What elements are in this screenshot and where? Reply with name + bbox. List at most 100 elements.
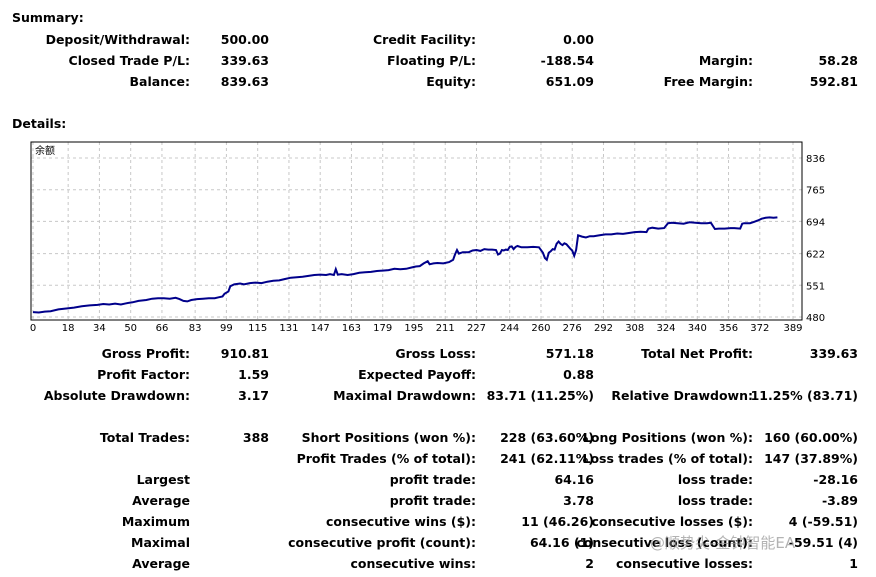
largest-loss-label: loss trade: — [677, 472, 753, 487]
x-tick-label: 163 — [342, 323, 361, 334]
relative-drawdown-value: 11.25% (83.71) — [750, 388, 858, 403]
x-tick-label: 131 — [279, 323, 298, 334]
loss-trades-label: Loss trades (% of total): — [582, 451, 753, 466]
x-tick-label: 147 — [311, 323, 330, 334]
gross-loss-value: 571.18 — [545, 346, 594, 361]
x-tick-label: 324 — [656, 323, 675, 334]
maximal-profit-value: 64.16 (1) — [529, 535, 594, 550]
balance-chart: 余额 0 18 34 50 66 83 99 115 131 147 163 179 195 211 227… — [30, 141, 825, 334]
x-tick-label: 99 — [220, 323, 233, 334]
chart-frame — [30, 141, 803, 321]
maximal-label: Maximal — [131, 535, 190, 550]
maximal-profit-label: consecutive profit (count): — [288, 535, 476, 550]
equity-label: Equity: — [426, 74, 476, 89]
average-profit-value: 3.78 — [563, 493, 594, 508]
avg-consecutive-losses-label: consecutive losses: — [615, 556, 753, 571]
gross-profit-label: Gross Profit: — [101, 346, 190, 361]
average-profit-label: profit trade: — [389, 493, 476, 508]
max-consecutive-wins-value: 11 (46.26) — [521, 514, 594, 529]
equity-value: 651.09 — [545, 74, 594, 89]
balance-value: 839.63 — [220, 74, 269, 89]
profit-trades-value: 241 (62.11%) — [500, 451, 594, 466]
x-tick-label: 372 — [750, 323, 769, 334]
free-margin-value: 592.81 — [809, 74, 858, 89]
summary-heading: Summary: — [12, 10, 84, 25]
x-tick-label: 0 — [30, 323, 36, 334]
total-trades-label: Total Trades: — [99, 430, 190, 445]
x-tick-label: 34 — [93, 323, 106, 334]
balance-label: Balance: — [129, 74, 190, 89]
x-tick-label: 356 — [719, 323, 738, 334]
average-loss-label: loss trade: — [677, 493, 753, 508]
profit-trades-label: Profit Trades (% of total): — [296, 451, 476, 466]
max-consecutive-losses-value: 4 (-59.51) — [788, 514, 858, 529]
largest-loss-value: -28.16 — [813, 472, 858, 487]
watermark: @顺势尖-金钟智能EA — [650, 534, 796, 552]
x-tick-label: 50 — [124, 323, 137, 334]
max-consecutive-losses-label: consecutive losses ($): — [591, 514, 753, 529]
credit-value: 0.00 — [563, 32, 594, 47]
x-tick-label: 340 — [688, 323, 707, 334]
floating-value: -188.54 — [540, 53, 594, 68]
x-tick-label: 195 — [404, 323, 423, 334]
short-positions-label: Short Positions (won %): — [301, 430, 476, 445]
balance-series-line — [32, 216, 778, 314]
deposit-label: Deposit/Withdrawal: — [45, 32, 190, 47]
closed-trade-label: Closed Trade P/L: — [68, 53, 190, 68]
maximal-drawdown-value: 83.71 (11.25%) — [486, 388, 594, 403]
largest-label: Largest — [136, 472, 190, 487]
expected-payoff-value: 0.88 — [563, 367, 594, 382]
x-tick-label: 260 — [531, 323, 550, 334]
free-margin-label: Free Margin: — [663, 74, 753, 89]
absolute-drawdown-value: 3.17 — [238, 388, 269, 403]
relative-drawdown-label: Relative Drawdown: — [611, 388, 753, 403]
long-positions-value: 160 (60.00%) — [764, 430, 858, 445]
y-tick-label: 836 — [806, 154, 825, 165]
largest-profit-label: profit trade: — [389, 472, 476, 487]
x-tick-label: 211 — [436, 323, 455, 334]
avg-consecutive-losses-value: 1 — [849, 556, 858, 571]
expected-payoff-label: Expected Payoff: — [358, 367, 476, 382]
x-tick-label: 308 — [625, 323, 644, 334]
x-tick-label: 244 — [500, 323, 519, 334]
y-tick-label: 694 — [806, 217, 825, 228]
y-tick-label: 765 — [806, 186, 825, 197]
gross-loss-label: Gross Loss: — [395, 346, 476, 361]
long-positions-label: Long Positions (won %): — [582, 430, 753, 445]
floating-label: Floating P/L: — [387, 53, 476, 68]
x-tick-label: 18 — [62, 323, 75, 334]
max-consecutive-wins-label: consecutive wins ($): — [325, 514, 476, 529]
details-heading: Details: — [12, 116, 67, 131]
maximum-label: Maximum — [121, 514, 190, 529]
maximal-loss-value: -59.51 (4) — [788, 535, 858, 550]
deposit-value: 500.00 — [220, 32, 269, 47]
total-net-profit-value: 339.63 — [809, 346, 858, 361]
credit-label: Credit Facility: — [372, 32, 476, 47]
chart-title: 余额 — [35, 144, 55, 157]
x-tick-label: 227 — [467, 323, 486, 334]
maximal-drawdown-label: Maximal Drawdown: — [333, 388, 476, 403]
total-net-profit-label: Total Net Profit: — [641, 346, 753, 361]
gross-profit-value: 910.81 — [220, 346, 269, 361]
largest-profit-value: 64.16 — [554, 472, 594, 487]
margin-value: 58.28 — [818, 53, 858, 68]
margin-label: Margin: — [698, 53, 753, 68]
avg-consecutive-wins-value: 2 — [585, 556, 594, 571]
profit-factor-label: Profit Factor: — [97, 367, 190, 382]
maximal-loss-label: consecutive loss (count): — [576, 535, 753, 550]
average-label: Average — [132, 493, 190, 508]
average2-label: Average — [132, 556, 190, 571]
closed-trade-value: 339.63 — [220, 53, 269, 68]
x-tick-label: 66 — [156, 323, 169, 334]
profit-factor-value: 1.59 — [238, 367, 269, 382]
x-tick-label: 179 — [373, 323, 392, 334]
y-tick-label: 622 — [806, 250, 825, 261]
y-tick-label: 480 — [806, 313, 825, 324]
total-trades-value: 388 — [242, 430, 269, 445]
x-tick-label: 276 — [563, 323, 582, 334]
short-positions-value: 228 (63.60%) — [500, 430, 594, 445]
average-loss-value: -3.89 — [821, 493, 858, 508]
absolute-drawdown-label: Absolute Drawdown: — [43, 388, 190, 403]
y-tick-label: 551 — [806, 281, 825, 292]
x-tick-label: 292 — [594, 323, 613, 334]
